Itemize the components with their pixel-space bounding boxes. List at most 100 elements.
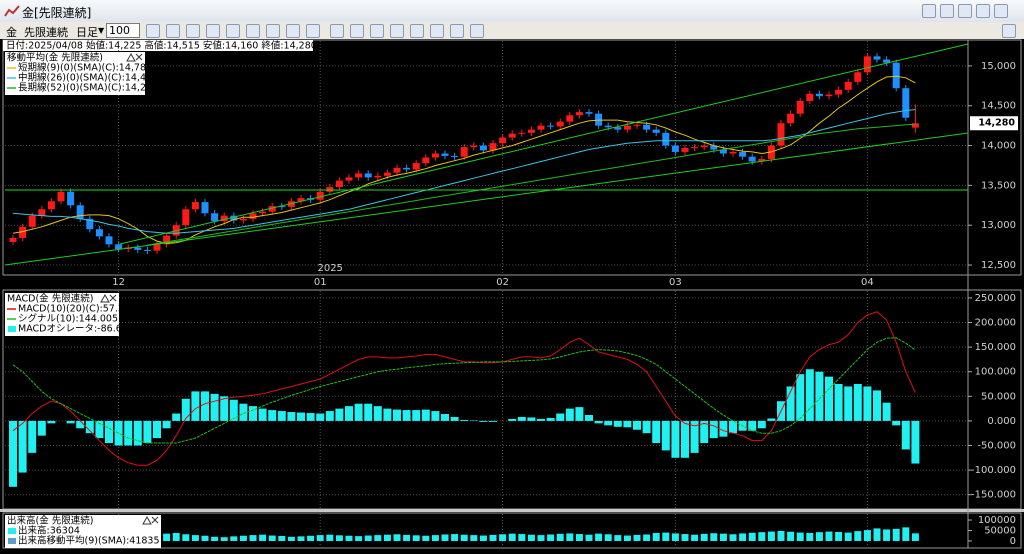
candle-body bbox=[499, 137, 507, 144]
tool-button[interactable] bbox=[226, 24, 240, 38]
legend-title: 移動平均(金 先限連続) bbox=[7, 52, 103, 64]
oscillator-bar bbox=[709, 420, 718, 439]
candle-body bbox=[700, 145, 708, 148]
symbol[interactable]: 金 bbox=[6, 26, 17, 39]
window-titlebar: 金[先限連続] bbox=[0, 0, 1024, 23]
volume-bar bbox=[163, 533, 171, 541]
y-tick-label: 14,500 bbox=[981, 101, 1016, 112]
oscillator-bar bbox=[393, 409, 401, 421]
legend-entry: MACD(10)(20)(C):57.3301 bbox=[18, 304, 142, 315]
y-tick-label: 100000 bbox=[978, 515, 1016, 526]
candle-body bbox=[297, 198, 305, 202]
tool-button[interactable] bbox=[470, 24, 484, 38]
pin-button[interactable] bbox=[922, 4, 936, 18]
oscillator-bar bbox=[844, 386, 853, 421]
maximize-button[interactable] bbox=[976, 4, 990, 18]
oscillator-bar bbox=[748, 420, 757, 431]
legend-entry: 中期線(26)(0)(SMA)(C):14,451 bbox=[18, 72, 158, 84]
candle-body bbox=[316, 191, 324, 200]
link-button[interactable] bbox=[940, 4, 954, 18]
tool-button[interactable] bbox=[286, 24, 300, 38]
tool-button[interactable] bbox=[330, 24, 344, 38]
volume-bar bbox=[662, 532, 670, 541]
oscillator-bar bbox=[28, 420, 37, 453]
candle-body bbox=[412, 163, 420, 170]
volume-bar bbox=[249, 535, 257, 541]
tool-button[interactable] bbox=[410, 24, 424, 38]
x-tick-label: 04 bbox=[861, 277, 874, 288]
volume-bar bbox=[422, 535, 430, 541]
candle-body bbox=[9, 237, 17, 242]
tool-button[interactable] bbox=[246, 24, 260, 38]
oscillator-bar bbox=[345, 406, 353, 421]
oscillator-bar bbox=[373, 406, 382, 421]
volume-bar bbox=[556, 533, 564, 541]
tool-button[interactable] bbox=[266, 24, 280, 38]
period[interactable]: 日足 bbox=[76, 26, 98, 39]
oscillator-bar bbox=[556, 413, 565, 421]
y-tick-label: 250.000 bbox=[975, 293, 1016, 304]
volume-bar bbox=[681, 534, 689, 541]
oscillator-bar bbox=[354, 403, 363, 421]
period-dropdown[interactable]: ▼ bbox=[98, 26, 105, 35]
volume-bar bbox=[595, 533, 603, 541]
tool-button[interactable] bbox=[146, 24, 160, 38]
oscillator-bar bbox=[805, 369, 814, 421]
oscillator-bar bbox=[671, 420, 680, 458]
minimize-button[interactable] bbox=[958, 4, 972, 18]
tool-button[interactable] bbox=[166, 24, 180, 38]
candle-body bbox=[643, 124, 651, 130]
oscillator-bar bbox=[172, 413, 181, 421]
drawing-objects bbox=[4, 43, 969, 266]
tool-button[interactable] bbox=[450, 24, 464, 38]
tool-button[interactable] bbox=[370, 24, 384, 38]
candle-body bbox=[892, 62, 900, 89]
oscillator-bar bbox=[143, 420, 152, 444]
candle-body bbox=[67, 191, 75, 206]
candle-body bbox=[134, 247, 142, 250]
y-tick-label: 150.000 bbox=[975, 342, 1016, 353]
contract[interactable]: 先限連続 bbox=[24, 26, 68, 39]
y-tick-label: 14,000 bbox=[981, 141, 1016, 152]
candle-body bbox=[547, 125, 555, 127]
legend-swatch bbox=[8, 326, 16, 332]
volume-bar bbox=[892, 528, 900, 541]
tool-button[interactable] bbox=[206, 24, 220, 38]
y-tick-label: 50.000 bbox=[981, 391, 1016, 402]
tool-button[interactable] bbox=[430, 24, 444, 38]
oscillator-bar bbox=[757, 420, 766, 429]
tool-button[interactable] bbox=[186, 24, 200, 38]
volume-bar bbox=[364, 535, 372, 541]
candle-body bbox=[671, 145, 679, 152]
count-input[interactable]: 100 bbox=[106, 23, 140, 38]
app-icon bbox=[4, 5, 20, 17]
candle-body bbox=[835, 89, 843, 95]
candle-body bbox=[527, 129, 535, 133]
volume-bar bbox=[604, 534, 612, 541]
candle-body bbox=[537, 125, 545, 130]
oscillator-bar bbox=[719, 420, 728, 437]
search-button[interactable] bbox=[1002, 24, 1016, 38]
candle-body bbox=[844, 81, 852, 90]
tool-button[interactable] bbox=[390, 24, 404, 38]
candle-body bbox=[739, 151, 747, 157]
volume-bar bbox=[719, 533, 727, 541]
oscillator-bar bbox=[9, 420, 17, 487]
oscillator-bar bbox=[335, 408, 344, 421]
legend-box bbox=[5, 515, 161, 548]
oscillator-bar bbox=[863, 386, 872, 421]
oscillator-bar bbox=[546, 417, 555, 421]
candle-body bbox=[451, 155, 459, 157]
tool-button[interactable] bbox=[306, 24, 320, 38]
candle-body bbox=[748, 156, 756, 162]
tool-button[interactable] bbox=[350, 24, 364, 38]
volume-bar bbox=[508, 533, 516, 541]
candle-body bbox=[614, 127, 622, 130]
oscillator-bar bbox=[412, 410, 421, 421]
volume-bar bbox=[441, 534, 449, 541]
oscillator-bar bbox=[575, 407, 584, 421]
close-button[interactable] bbox=[994, 4, 1008, 18]
candle-body bbox=[460, 147, 468, 157]
legend-entry: MACDオシレータ:-86.6750 bbox=[18, 324, 140, 335]
candle-body bbox=[95, 229, 103, 237]
